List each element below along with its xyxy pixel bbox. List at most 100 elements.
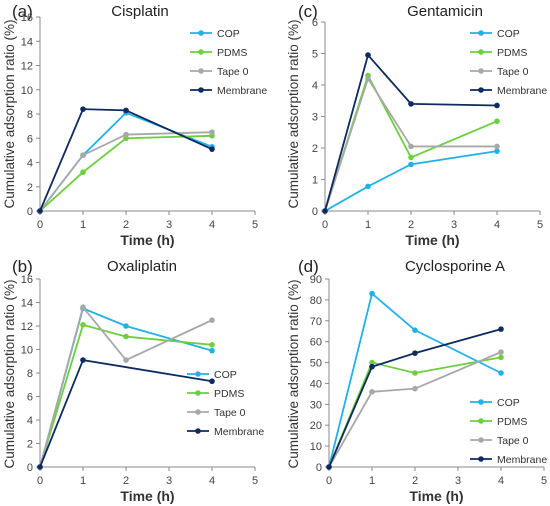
x-tick-label: 4: [209, 219, 215, 231]
data-point: [412, 370, 418, 376]
x-tick-label: 4: [494, 219, 500, 231]
data-point: [498, 354, 504, 361]
y-tick-label: 60: [310, 337, 322, 349]
x-axis-label: Time (h): [409, 488, 463, 504]
series-line: [39, 111, 213, 212]
x-tick-label: 5: [541, 475, 547, 487]
y-axis-label: Cumulative adsorption ratio (%): [2, 279, 17, 468]
chart-title: Oxaliplatin: [107, 258, 177, 275]
legend-swatch-marker: [478, 87, 484, 93]
y-tick-label: 6: [312, 17, 318, 29]
x-tick-label: 1: [80, 219, 86, 231]
series-line: [328, 351, 502, 468]
y-tick-label: 10: [310, 441, 322, 453]
chart-title: Gentamicin: [407, 3, 483, 20]
x-tick-label: 4: [498, 475, 504, 487]
data-point: [123, 131, 129, 138]
data-point: [494, 118, 500, 125]
data-point: [369, 389, 375, 395]
y-tick-label: 0: [27, 206, 33, 218]
data-point: [494, 143, 500, 150]
y-tick-label: 0: [27, 462, 33, 474]
legend-swatch-marker: [478, 418, 484, 424]
data-point: [365, 52, 371, 58]
legend-label: COP: [497, 397, 520, 409]
legend-label: PDMS: [214, 388, 244, 400]
legend-label: COP: [214, 369, 237, 381]
legend-swatch-marker: [195, 428, 201, 434]
legend-label: COP: [497, 28, 520, 40]
series-line: [39, 134, 213, 212]
y-tick-label: 10: [21, 85, 33, 97]
y-tick-label: 6: [27, 133, 33, 145]
y-axis-label: Cumulative adsorption ratio (%): [286, 19, 301, 208]
y-tick-label: 12: [21, 61, 33, 73]
legend-swatch-marker: [195, 390, 201, 396]
y-tick-label: 4: [27, 415, 33, 427]
data-point: [209, 146, 215, 152]
data-point: [494, 148, 500, 154]
x-tick-label: 1: [365, 219, 371, 231]
y-tick-label: 12: [21, 321, 33, 333]
series-line: [328, 291, 502, 468]
x-tick-label: 2: [412, 475, 418, 487]
y-tick-label: 40: [310, 378, 322, 390]
data-point: [209, 378, 215, 385]
legend-label: Membrane: [217, 85, 267, 97]
x-tick-label: 5: [252, 475, 258, 487]
data-point: [408, 154, 414, 161]
series-line: [39, 108, 213, 212]
panel-label: (b): [12, 257, 33, 276]
y-tick-label: 50: [310, 358, 322, 370]
y-tick-label: 0: [316, 462, 322, 474]
y-axis-label: Cumulative adsorption ratio (%): [286, 279, 301, 468]
data-point: [80, 169, 86, 175]
x-tick-label: 1: [369, 475, 375, 487]
legend-swatch-marker: [198, 49, 204, 55]
legend-label: COP: [217, 28, 240, 40]
x-tick-label: 2: [408, 219, 414, 231]
chart-title: Cyclosporine A: [405, 258, 505, 275]
series-line: [39, 305, 213, 468]
data-point: [498, 370, 504, 376]
data-point: [369, 359, 375, 366]
data-point: [408, 101, 414, 107]
data-point: [412, 327, 418, 333]
x-tick-label: 3: [166, 219, 172, 231]
y-tick-label: 1: [312, 175, 318, 187]
panel-label: (d): [298, 257, 319, 276]
data-point: [209, 347, 215, 354]
legend-label: PDMS: [217, 47, 247, 59]
y-tick-label: 2: [27, 182, 33, 194]
x-tick-label: 3: [451, 219, 457, 231]
x-tick-label: 0: [37, 219, 43, 231]
series-line: [39, 323, 213, 468]
y-tick-label: 8: [27, 368, 33, 380]
data-point: [365, 75, 371, 82]
chart-title: Cisplatin: [111, 3, 169, 20]
data-point: [123, 357, 129, 363]
legend-swatch-marker: [195, 409, 201, 415]
x-tick-label: 3: [455, 475, 461, 487]
chart-panel: (d) Cyclosporine A 0 10 20 30 40 50 60 70 80 90 0 1 2 3…: [286, 257, 547, 504]
x-tick-label: 0: [322, 219, 328, 231]
y-tick-label: 4: [312, 80, 318, 92]
series-line: [324, 76, 497, 212]
y-tick-label: 8: [27, 109, 33, 121]
data-point: [123, 333, 129, 340]
legend-label: PDMS: [497, 47, 527, 59]
data-point: [37, 208, 43, 214]
data-point: [322, 208, 328, 214]
series-line: [39, 359, 213, 468]
x-axis-label: Time (h): [120, 232, 174, 248]
panel-label: (c): [298, 2, 318, 21]
y-tick-label: 10: [21, 345, 33, 357]
data-point: [412, 350, 418, 356]
y-tick-label: 70: [310, 316, 322, 328]
data-point: [408, 161, 414, 168]
y-tick-label: 16: [21, 274, 33, 286]
x-tick-label: 1: [80, 475, 86, 487]
legend-label: Tape 0: [217, 66, 249, 78]
